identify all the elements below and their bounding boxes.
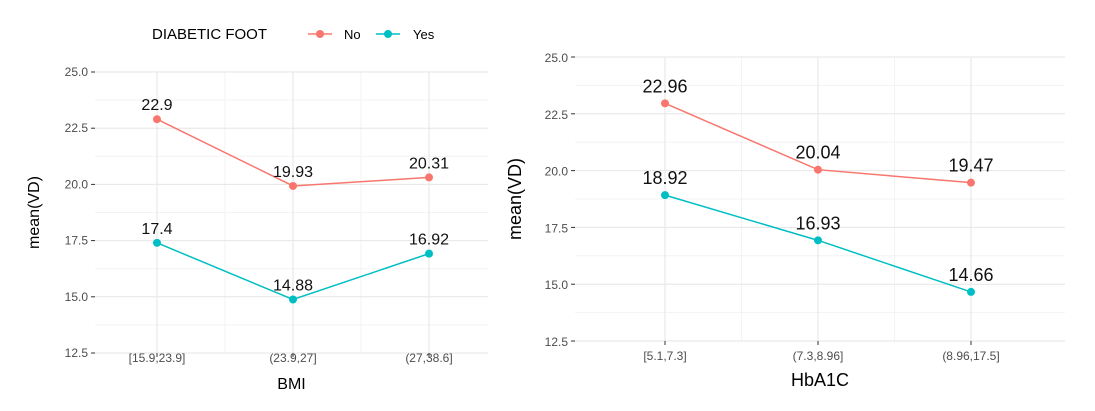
- data-point-no: [814, 165, 822, 174]
- legend-key-point-yes: [384, 30, 392, 38]
- data-label-no: 20.31: [409, 155, 449, 172]
- data-label-yes: 16.92: [409, 232, 449, 249]
- data-label-no: 19.93: [273, 164, 313, 181]
- y-tick-label: 12.5: [545, 335, 569, 349]
- y-tick-label: 12.5: [65, 346, 89, 360]
- x-tick-label: (7.3,8.96]: [793, 349, 844, 363]
- data-point-yes: [425, 249, 433, 258]
- legend-label-no: No: [344, 27, 361, 42]
- chart-hba1c: 12.5 15.0 17.5 20.0 22.5 25.0 [5.1,7.3] (7.3,8.…: [505, 51, 1065, 390]
- y-tick-label: 20.0: [65, 177, 89, 191]
- y-tick-label: 25.0: [545, 51, 569, 65]
- y-tick-label: 20.0: [545, 165, 569, 179]
- data-label-yes: 14.88: [273, 277, 313, 294]
- y-tick-label: 22.5: [65, 121, 89, 135]
- data-label-no: 22.96: [642, 76, 687, 96]
- y-axis-title: mean(VD): [505, 158, 525, 240]
- legend-key-point-no: [316, 30, 324, 38]
- chart-bmi: 12.5 15.0 17.5 20.0 22.5 25.0 [15.9,23.9] (23.9…: [26, 65, 488, 393]
- data-point-yes: [967, 287, 975, 296]
- data-point-no: [967, 178, 975, 187]
- legend-entry-yes: Yes: [376, 27, 435, 42]
- data-label-yes: 17.4: [141, 221, 172, 238]
- x-axis-title: HbA1C: [791, 370, 849, 390]
- data-label-no: 22.9: [141, 97, 172, 114]
- y-tick-label: 25.0: [65, 65, 89, 79]
- x-tick-label: (23.9,27]: [269, 351, 316, 365]
- data-point-no: [425, 173, 433, 182]
- y-axis-title: mean(VD): [26, 176, 43, 249]
- x-axis-title: BMI: [277, 376, 305, 393]
- data-point-yes: [153, 238, 161, 247]
- y-tick-label: 15.0: [545, 278, 569, 292]
- data-point-yes: [661, 191, 669, 200]
- y-tick-label: 17.5: [65, 234, 89, 248]
- y-tick-label: 15.0: [65, 290, 89, 304]
- data-point-no: [661, 99, 669, 108]
- data-point-yes: [289, 295, 297, 304]
- legend-entry-no: No: [308, 27, 361, 42]
- data-point-no: [289, 181, 297, 190]
- x-tick-label: [5.1,7.3]: [643, 349, 686, 363]
- data-label-yes: 18.92: [642, 168, 687, 188]
- data-label-no: 19.47: [948, 156, 993, 176]
- data-label-yes: 16.93: [795, 213, 840, 233]
- x-tick-label: (8.96,17.5]: [942, 349, 999, 363]
- legend-title: DIABETIC FOOT: [152, 26, 267, 43]
- x-tick-label: [15.9,23.9]: [129, 351, 186, 365]
- legend: DIABETIC FOOT No Yes: [152, 26, 435, 43]
- data-label-yes: 14.66: [948, 265, 993, 285]
- y-tick-label: 17.5: [545, 221, 569, 235]
- data-point-yes: [814, 236, 822, 245]
- data-point-no: [153, 115, 161, 124]
- data-label-no: 20.04: [795, 143, 840, 163]
- y-tick-label: 22.5: [545, 108, 569, 122]
- x-tick-label: (27,38.6]: [405, 351, 452, 365]
- legend-label-yes: Yes: [413, 27, 435, 42]
